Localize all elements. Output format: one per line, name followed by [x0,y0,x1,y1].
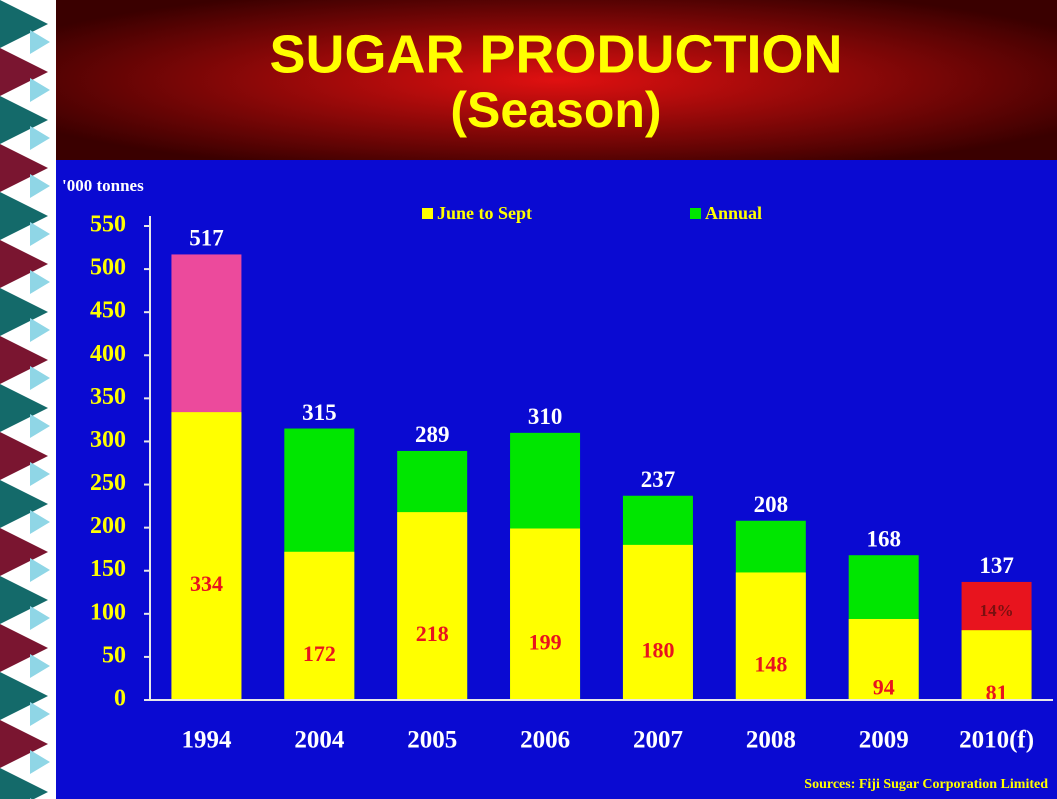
legend-swatch [422,208,433,219]
decor-triangle [0,336,48,384]
data-label-annual: 289 [415,422,450,447]
data-label-june-sept: 334 [190,571,223,596]
bar-june-sept [397,512,468,700]
decor-triangle [30,270,50,294]
x-tick-label: 2005 [407,727,457,754]
decor-triangle [30,750,50,774]
decor-triangle [0,192,48,240]
data-label-annual: 310 [528,404,563,429]
decor-triangle [30,462,50,486]
y-axis-label: '000 tonnes [62,176,144,195]
legend-label: June to Sept [437,203,532,223]
decor-triangle [30,222,50,246]
y-tick-label: 300 [90,427,126,453]
legend-swatch [690,208,701,219]
y-tick-label: 150 [90,556,126,582]
y-tick-label: 50 [102,642,126,668]
decor-triangle [30,174,50,198]
decor-triangle [0,528,48,576]
decor-triangle [30,318,50,342]
chart-subtitle: (Season) [450,82,661,138]
annotation: 14% [980,601,1014,620]
x-tick-label: 2009 [859,727,909,754]
decor-triangle [0,672,48,720]
decor-triangle [0,576,48,624]
decor-triangle [30,366,50,390]
decor-triangle [0,432,48,480]
decor-triangle [30,126,50,150]
x-tick-label: 1994 [181,727,232,754]
decor-triangle [30,654,50,678]
decor-triangle [0,720,48,768]
bar-june-sept [171,412,242,700]
x-tick-label: 2007 [633,727,683,754]
bar-june-sept [848,618,919,700]
data-label-june-sept: 148 [754,651,787,676]
x-tick-label: 2008 [746,727,796,754]
decor-triangle [0,240,48,288]
decor-triangle [0,768,48,799]
decor-triangle [30,702,50,726]
decor-triangle [30,510,50,534]
data-label-annual: 208 [754,492,789,517]
bar-june-sept [622,544,693,700]
data-label-annual: 517 [189,226,224,251]
data-label-june-sept: 172 [303,641,336,666]
x-tick-label: 2006 [520,727,570,754]
decor-strip [0,0,50,799]
data-label-june-sept: 218 [416,621,449,646]
decor-triangle [0,0,48,48]
decor-triangle [30,414,50,438]
decor-triangle [30,558,50,582]
decor-triangle [0,480,48,528]
data-label-june-sept: 199 [529,629,562,654]
decor-triangle [0,96,48,144]
y-tick-label: 450 [90,298,126,324]
bar-june-sept [510,528,581,700]
data-label-june-sept: 81 [986,680,1008,705]
bar-june-sept [735,572,806,700]
x-tick-label: 2004 [294,727,345,754]
legend-label: Annual [705,203,762,223]
decor-triangle [0,384,48,432]
decor-triangle [0,624,48,672]
y-tick-label: 500 [90,255,126,281]
y-tick-label: 400 [90,341,126,367]
y-tick-label: 550 [90,212,126,238]
decor-triangle [30,606,50,630]
y-tick-label: 200 [90,513,126,539]
y-tick-label: 0 [114,686,126,712]
y-tick-label: 350 [90,384,126,410]
data-label-annual: 237 [641,467,676,492]
decor-triangle [0,48,48,96]
decor-triangle [30,30,50,54]
y-tick-label: 250 [90,470,126,496]
source-note: Sources: Fiji Sugar Corporation Limited [804,777,1048,792]
data-label-annual: 315 [302,400,337,425]
y-tick-label: 100 [90,599,126,625]
data-label-june-sept: 180 [641,637,674,662]
x-tick-label: 2010(f) [959,727,1034,754]
data-label-annual: 168 [866,526,901,551]
decor-triangle [0,288,48,336]
decor-triangle [0,144,48,192]
title-banner [56,0,1057,160]
data-label-june-sept: 94 [873,675,895,700]
decor-triangle [30,78,50,102]
chart-title: SUGAR PRODUCTION [269,24,842,84]
bar-june-sept [961,630,1032,700]
data-label-annual: 137 [979,553,1014,578]
bar-june-sept [284,551,355,700]
